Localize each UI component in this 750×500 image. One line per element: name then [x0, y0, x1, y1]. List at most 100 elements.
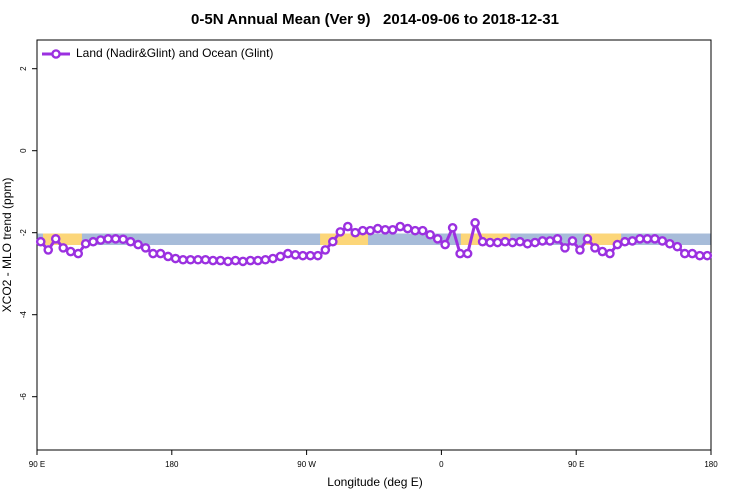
point: [365, 225, 376, 236]
point: [635, 234, 645, 244]
point: [110, 234, 121, 244]
point: [447, 222, 458, 233]
point: [650, 234, 660, 244]
point: [65, 246, 76, 257]
point: [679, 248, 690, 259]
point: [620, 236, 630, 247]
point: [492, 237, 503, 248]
point: [50, 234, 61, 244]
point: [80, 238, 91, 249]
point: [335, 227, 346, 237]
chart-title: 0-5N Annual Mean (Ver 9) 2014-09-06 to 2…: [191, 11, 559, 28]
point: [140, 243, 151, 253]
point: [200, 254, 211, 265]
point: [575, 245, 585, 255]
y-tick-label: 0: [19, 148, 28, 153]
point: [455, 248, 465, 259]
point: [245, 255, 256, 266]
point: [178, 254, 188, 265]
point: [597, 246, 608, 257]
x-tick-label: 90 E: [29, 460, 45, 469]
point: [73, 248, 83, 259]
point: [170, 253, 181, 264]
point: [545, 236, 555, 246]
x-tick-label: 180: [704, 460, 718, 469]
x-axis-label: Longitude (deg E): [327, 475, 422, 489]
point: [118, 234, 128, 245]
point: [35, 236, 46, 247]
point: [627, 236, 638, 246]
point: [305, 250, 316, 261]
point: [88, 236, 98, 247]
point: [185, 254, 196, 265]
point: [567, 236, 578, 246]
point: [702, 250, 713, 261]
point: [350, 227, 361, 238]
point: [687, 248, 698, 259]
point: [395, 221, 406, 232]
point: [477, 236, 488, 247]
point: [328, 236, 338, 247]
point: [230, 255, 241, 266]
point: [238, 256, 248, 267]
point: [387, 225, 398, 235]
x-tick-label: 180: [165, 460, 179, 469]
point: [462, 248, 473, 259]
y-tick-label: -4: [19, 311, 28, 319]
point: [298, 250, 308, 261]
point: [432, 234, 443, 244]
land-band: [320, 233, 369, 245]
point: [665, 238, 675, 249]
point: [515, 236, 525, 247]
legend-marker: [51, 49, 61, 59]
legend-label: Land (Nadir&Glint) and Ocean (Glint): [76, 46, 273, 60]
point: [425, 229, 435, 240]
point: [253, 255, 263, 266]
point: [642, 234, 653, 244]
point: [582, 234, 593, 244]
point: [193, 254, 203, 265]
ocean-band: [37, 233, 711, 245]
point: [612, 239, 623, 250]
point: [148, 248, 158, 259]
point: [537, 236, 548, 246]
point: [58, 243, 69, 253]
point: [560, 243, 570, 253]
y-tick-label: 2: [19, 66, 28, 71]
point: [103, 234, 113, 244]
point: [470, 218, 480, 228]
x-tick-label: 90 E: [568, 460, 584, 469]
point: [357, 225, 368, 236]
point: [500, 236, 510, 247]
point: [275, 251, 286, 262]
point: [320, 245, 331, 255]
x-tick-label: 90 W: [297, 460, 316, 469]
point: [522, 238, 533, 249]
point: [372, 223, 383, 234]
land-band: [42, 233, 82, 245]
point: [215, 255, 226, 266]
y-tick-label: -2: [19, 229, 28, 237]
point: [125, 236, 136, 247]
land-band: [585, 233, 622, 245]
point: [440, 239, 450, 250]
x-tick-label: 0: [439, 460, 444, 469]
point: [43, 245, 54, 255]
point: [552, 234, 563, 244]
point: [402, 223, 413, 234]
point: [380, 225, 391, 235]
point: [672, 241, 683, 252]
point: [133, 239, 143, 250]
point: [163, 251, 173, 262]
y-axis-label: XCO2 - MLO trend (ppm): [0, 178, 14, 313]
point: [507, 237, 518, 248]
point: [485, 237, 495, 248]
point: [410, 225, 420, 236]
point: [694, 250, 705, 261]
point: [260, 254, 271, 265]
point: [530, 237, 540, 248]
point: [208, 255, 218, 266]
y-tick-label: -6: [19, 393, 28, 401]
point: [290, 250, 301, 260]
